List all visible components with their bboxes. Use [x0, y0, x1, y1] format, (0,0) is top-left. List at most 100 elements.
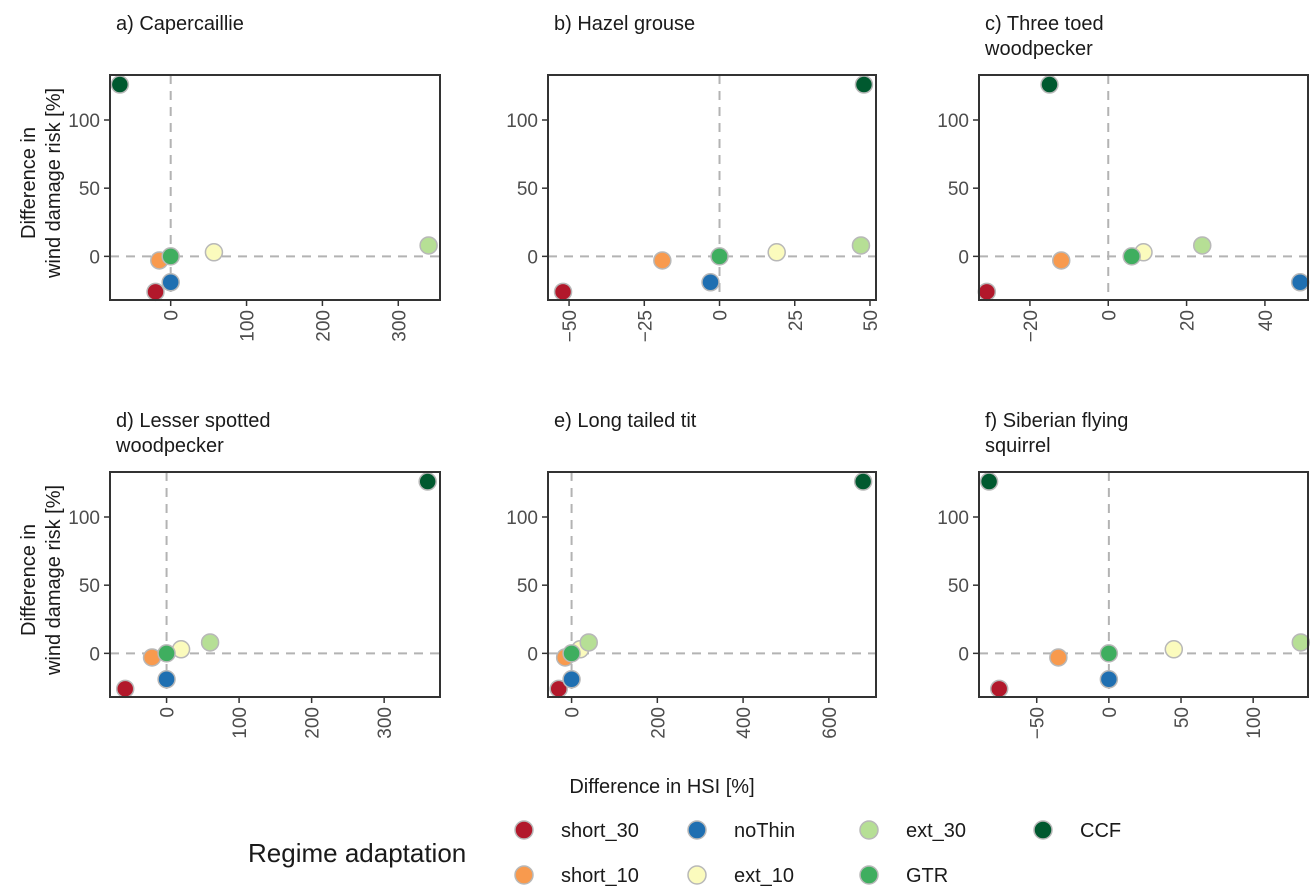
legend-label: CCF [1080, 820, 1121, 842]
x-tick-label: 0 [1099, 310, 1120, 321]
point-short_30 [115, 679, 135, 699]
y-tick-label: 0 [89, 247, 100, 268]
point-ext_30 [1291, 633, 1311, 652]
legend-label: GTR [906, 865, 948, 887]
point-GTR [157, 644, 176, 663]
y-axis-title-line2: wind damage risk [%] [43, 485, 65, 676]
point-GTR [1099, 644, 1119, 663]
x-tick-label: 25 [786, 310, 807, 331]
point-GTR [562, 644, 581, 663]
panel-4: d) Lesser spotted woodpecker 0 50 100 0 100 200… [68, 410, 441, 739]
point-GTR [161, 247, 180, 266]
legend-key [687, 865, 707, 885]
panel-title: squirrel [985, 435, 1051, 457]
panel-frame [978, 471, 1309, 698]
y-tick-label: 100 [937, 111, 969, 132]
point-CCF [110, 75, 130, 94]
legend-key [514, 865, 534, 885]
x-tick-label: 400 [734, 707, 755, 739]
panel-2: b) Hazel grouse 0 50 100 −50 −25 0 25 50 [506, 13, 882, 342]
x-tick-label: 200 [303, 707, 324, 739]
x-tick-label: 40 [1256, 310, 1277, 331]
y-tick-label: 100 [937, 508, 969, 529]
y-tick-label: 50 [79, 179, 100, 200]
y-tick-label: 0 [958, 644, 969, 665]
panel-frame [109, 471, 441, 698]
point-short_30 [146, 282, 165, 302]
point-short_30 [989, 679, 1009, 699]
legend-item-ext_10: ext_10 [687, 865, 794, 887]
point-ext_30 [200, 633, 220, 652]
point-CCF [853, 472, 873, 491]
point-short_30 [977, 282, 997, 302]
y-axis-title-top: Difference in wind damage risk [%] [18, 88, 65, 279]
panel-frame [547, 74, 877, 301]
panel-title: f) Siberian flying [985, 410, 1128, 432]
point-short_10 [1049, 648, 1068, 667]
panel-title: e) Long tailed tit [554, 410, 697, 432]
x-axis-title: Difference in HSI [%] [569, 776, 754, 798]
y-tick-label: 50 [948, 576, 969, 597]
panel-title: woodpecker [115, 435, 224, 457]
y-axis-title-line1: Difference in [18, 524, 40, 636]
x-tick-label: 20 [1178, 310, 1199, 331]
point-noThin [562, 670, 581, 689]
point-ext_30 [419, 236, 438, 255]
legend-label: ext_10 [734, 865, 794, 887]
y-tick-label: 0 [89, 644, 100, 665]
point-ext_30 [1193, 236, 1212, 255]
legend-label: ext_30 [906, 820, 966, 842]
legend-item-GTR: GTR [859, 865, 948, 887]
legend-key [1033, 820, 1053, 840]
panel-frame [978, 74, 1309, 301]
legend-item-CCF: CCF [1033, 820, 1121, 842]
point-noThin [1290, 273, 1310, 292]
point-ext_10 [1164, 640, 1184, 659]
panel-title: b) Hazel grouse [554, 13, 695, 35]
y-axis-title-line2: wind damage risk [%] [43, 88, 65, 279]
legend-item-noThin: noThin [687, 820, 795, 842]
legend: Regime adaptation short_30 short_10 noThin… [248, 820, 1121, 887]
point-CCF [418, 472, 437, 491]
x-tick-label: 0 [158, 707, 179, 718]
y-tick-label: 0 [527, 247, 538, 268]
panel-frame [547, 471, 877, 698]
point-noThin [701, 273, 720, 292]
point-short_10 [1052, 251, 1071, 270]
y-tick-label: 0 [527, 644, 538, 665]
panel-frame [109, 74, 441, 301]
panel-1: a) Capercaillie 0 50 100 0 100 200 300 [68, 13, 441, 342]
x-tick-label: 600 [820, 707, 841, 739]
point-noThin [1099, 670, 1119, 689]
x-tick-label: 0 [563, 707, 584, 718]
legend-key [859, 865, 879, 885]
panel-3: c) Three toed woodpecker 0 50 100 −20 0 20 40 [937, 13, 1310, 342]
y-tick-label: 50 [517, 576, 538, 597]
legend-key [859, 820, 879, 840]
point-noThin [157, 670, 176, 689]
legend-label: noThin [734, 820, 795, 842]
legend-item-ext_30: ext_30 [859, 820, 966, 842]
panel-6: f) Siberian flying squirrel 0 50 100 −50 0 50 10… [937, 410, 1311, 739]
x-tick-label: 0 [162, 310, 183, 321]
y-tick-label: 0 [958, 247, 969, 268]
x-tick-label: 0 [1100, 707, 1121, 718]
y-axis-title-bottom: Difference in wind damage risk [%] [18, 485, 65, 676]
panel-title: a) Capercaillie [116, 13, 244, 35]
y-tick-label: 100 [506, 111, 538, 132]
x-tick-label: 100 [230, 707, 251, 739]
legend-label: short_10 [561, 865, 639, 887]
x-tick-label: 200 [648, 707, 669, 739]
x-tick-label: 200 [313, 310, 334, 342]
point-ext_10 [204, 243, 224, 262]
x-tick-label: −25 [635, 310, 656, 342]
y-tick-label: 50 [948, 179, 969, 200]
legend-key [514, 820, 534, 840]
legend-key [687, 820, 707, 840]
legend-item-short_10: short_10 [514, 865, 639, 887]
legend-item-short_30: short_30 [514, 820, 639, 842]
x-tick-label: 100 [238, 310, 259, 342]
point-GTR [1122, 247, 1141, 266]
y-axis-title-line1: Difference in [18, 127, 40, 239]
x-tick-label: 0 [711, 310, 732, 321]
